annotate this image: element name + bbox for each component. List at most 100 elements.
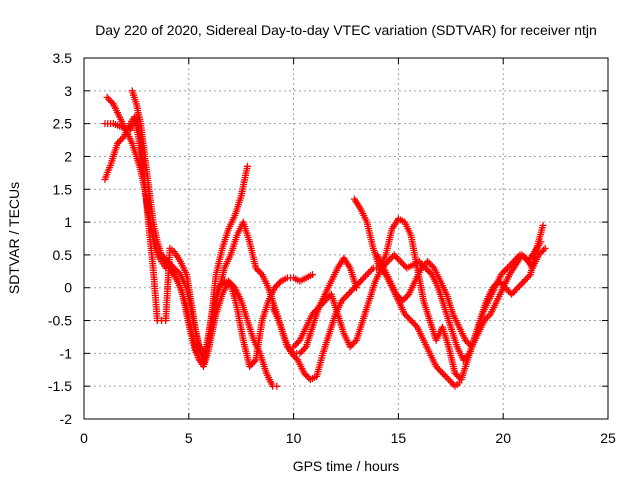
data-point-interp xyxy=(354,280,362,288)
data-point-interp xyxy=(289,351,297,359)
data-point-interp xyxy=(316,302,324,310)
data-point-interp xyxy=(293,340,301,348)
data-point-interp xyxy=(173,267,181,275)
data-point-interp xyxy=(189,314,197,322)
data-point-interp xyxy=(301,325,309,333)
data-point-interp xyxy=(306,272,314,280)
data-point xyxy=(273,382,281,390)
data-point-interp xyxy=(405,315,413,323)
data-point-interp xyxy=(106,97,114,105)
data-point-interp xyxy=(272,282,280,290)
data-point-interp xyxy=(182,268,190,276)
data-point-interp xyxy=(292,354,300,362)
data-point-interp xyxy=(232,301,240,309)
y-tick-label: 0.5 xyxy=(53,247,73,263)
data-point-interp xyxy=(529,250,537,258)
data-point-interp xyxy=(385,256,393,264)
data-point-interp xyxy=(492,299,500,307)
y-tick-label: 3.5 xyxy=(53,50,73,66)
data-point-interp xyxy=(115,138,123,146)
data-point xyxy=(350,284,358,292)
series-8 xyxy=(373,238,545,351)
data-point-interp xyxy=(454,321,462,329)
data-point-interp xyxy=(161,254,169,262)
data-point-interp xyxy=(365,269,373,277)
data-point-interp xyxy=(107,120,115,128)
data-point-interp xyxy=(398,259,406,267)
data-point-interp xyxy=(237,194,245,202)
y-axis-label: SDTVAR / TECUs xyxy=(6,182,22,294)
data-point-interp xyxy=(395,256,403,264)
data-point-interp xyxy=(351,338,359,346)
data-point-interp xyxy=(538,248,546,256)
data-point-interp xyxy=(504,287,512,295)
data-point-interp xyxy=(228,280,236,288)
data-point-interp xyxy=(453,371,461,379)
data-point-interp xyxy=(437,367,445,375)
data-point-interp xyxy=(286,347,294,355)
data-point-interp xyxy=(274,280,282,288)
data-point xyxy=(290,343,298,351)
data-point-interp xyxy=(106,161,114,169)
data-point-interp xyxy=(361,272,369,280)
data-point-interp xyxy=(388,227,396,235)
data-point-interp xyxy=(294,338,302,346)
data-point-interp xyxy=(442,372,450,380)
data-point-interp xyxy=(381,253,389,261)
data-point-interp xyxy=(368,266,376,274)
data-point-interp xyxy=(540,246,548,254)
y-tick-label: -1.5 xyxy=(48,378,72,394)
series-6 xyxy=(350,195,547,384)
data-point-interp xyxy=(392,253,400,261)
data-point-interp xyxy=(419,295,427,303)
data-point-interp xyxy=(454,372,462,380)
x-axis-label: GPS time / hours xyxy=(293,458,400,474)
data-point-interp xyxy=(307,312,315,320)
data-point-interp xyxy=(425,347,433,355)
data-point-interp xyxy=(385,275,393,283)
data-point-interp xyxy=(483,299,491,307)
data-point-interp xyxy=(345,262,353,270)
data-point-interp xyxy=(310,308,318,316)
data-point-interp xyxy=(175,256,183,264)
data-point xyxy=(164,257,172,265)
data-point xyxy=(541,244,549,252)
data-point-interp xyxy=(326,279,334,287)
x-tick-label: 25 xyxy=(600,430,616,446)
data-point-interp xyxy=(434,364,442,372)
series-3 xyxy=(103,93,281,390)
data-point-interp xyxy=(313,305,321,313)
data-point-interp xyxy=(499,269,507,277)
data-point-interp xyxy=(337,299,345,307)
data-point-interp xyxy=(428,262,436,270)
data-point-interp xyxy=(517,280,525,288)
data-point-interp xyxy=(509,289,517,297)
y-tick-label: 3 xyxy=(64,83,72,99)
chart-title: Day 220 of 2020, Sidereal Day-to-day VTE… xyxy=(95,22,597,38)
data-point-interp xyxy=(286,274,294,282)
data-point-interp xyxy=(461,354,469,362)
data-point-interp xyxy=(198,346,206,354)
y-tick-label: -0.5 xyxy=(48,313,72,329)
data-point-interp xyxy=(446,377,454,385)
data-point-interp xyxy=(427,261,435,269)
data-point-interp xyxy=(453,381,461,389)
data-point-interp xyxy=(220,266,228,274)
x-tick-label: 0 xyxy=(80,430,88,446)
data-point-interp xyxy=(226,279,234,287)
data-point-interp xyxy=(251,262,259,270)
data-point-interp xyxy=(394,292,402,300)
data-points xyxy=(101,87,549,390)
data-point xyxy=(424,257,432,265)
y-tick-label: 2 xyxy=(64,148,72,164)
data-point-interp xyxy=(504,273,512,281)
data-point-interp xyxy=(500,267,508,275)
data-point-interp xyxy=(323,295,331,303)
data-point-interp xyxy=(168,246,176,254)
data-point-interp xyxy=(423,266,431,274)
data-point-interp xyxy=(249,359,257,367)
data-point-interp xyxy=(347,287,355,295)
data-point-interp xyxy=(218,247,226,255)
data-point-interp xyxy=(268,380,276,388)
data-point xyxy=(357,277,365,285)
